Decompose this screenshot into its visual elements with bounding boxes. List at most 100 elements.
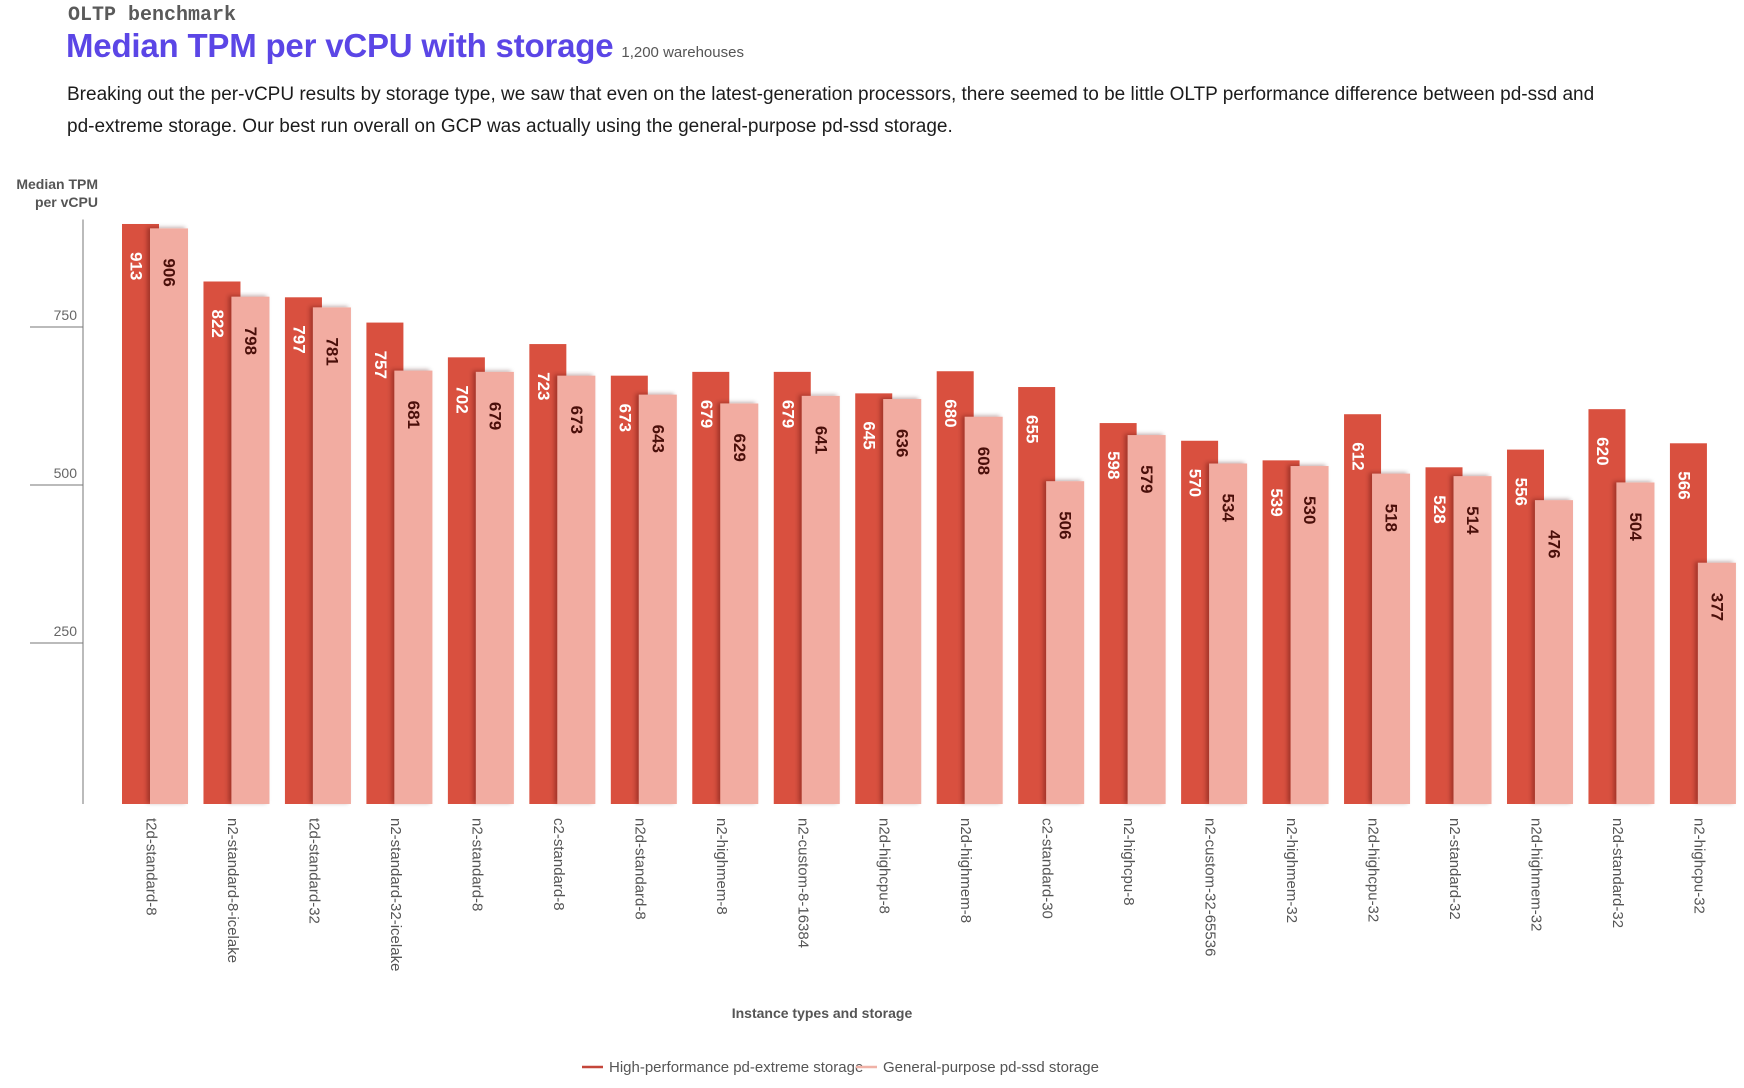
bar-group: 645 636 <box>855 393 922 804</box>
value-label-pd-extreme: 645 <box>860 421 879 449</box>
bar-pd-ssd <box>1453 476 1492 804</box>
bar-group: 570 534 <box>1181 440 1248 804</box>
category-labels: t2d-standard-8 n2-standard-8-icelake t2d-s… <box>143 818 1708 971</box>
bar-pd-ssd <box>394 370 433 804</box>
bar-pd-ssd <box>150 228 188 804</box>
description: Breaking out the per-vCPU results by sto… <box>67 84 1595 137</box>
value-label-pd-extreme: 913 <box>127 252 146 280</box>
value-label-pd-ssd: 679 <box>485 402 504 430</box>
bar-group: 913 906 <box>122 223 188 804</box>
bar-pd-ssd <box>1697 562 1736 804</box>
legend-item: General-purpose pd-ssd storage <box>856 1059 1099 1076</box>
x-tick-label: n2d-standard-32 <box>1609 818 1626 928</box>
value-label-pd-ssd: 906 <box>160 258 179 286</box>
bar-pd-ssd <box>720 403 759 804</box>
bar-pd-ssd <box>1372 473 1411 804</box>
legend-label: High-performance pd-extreme storage <box>609 1059 863 1076</box>
value-label-pd-ssd: 608 <box>974 447 993 475</box>
value-label-pd-ssd: 377 <box>1707 593 1726 621</box>
value-label-pd-ssd: 629 <box>730 433 749 461</box>
value-label-pd-ssd: 506 <box>1056 511 1075 539</box>
x-tick-label: n2-custom-32-65536 <box>1202 818 1219 956</box>
bar-group: 679 629 <box>692 371 759 804</box>
page-title: Median TPM per vCPU with storage <box>66 27 614 64</box>
x-tick-label: n2-standard-32-icelake <box>387 818 404 971</box>
y-axis: 250 500 750 <box>30 219 84 804</box>
legend-item: High-performance pd-extreme storage <box>582 1059 863 1076</box>
bar-group: 679 641 <box>773 371 840 804</box>
value-label-pd-extreme: 612 <box>1349 442 1368 470</box>
bar-group: 723 673 <box>529 344 596 804</box>
value-label-pd-extreme: 679 <box>778 400 797 428</box>
bar-pd-ssd <box>231 296 270 804</box>
bar-pd-ssd <box>964 416 1003 804</box>
bar-group: 598 579 <box>1099 423 1166 804</box>
value-label-pd-ssd: 504 <box>1626 512 1645 541</box>
value-label-pd-extreme: 797 <box>289 325 308 353</box>
value-label-pd-extreme: 673 <box>615 404 634 432</box>
x-tick-label: n2-custom-8-16384 <box>794 818 811 948</box>
x-tick-label: n2-standard-8-icelake <box>224 818 241 963</box>
value-label-pd-extreme: 679 <box>697 400 716 428</box>
x-tick-label: n2d-standard-8 <box>631 818 648 920</box>
bar-pd-ssd <box>1046 481 1085 804</box>
value-label-pd-ssd: 476 <box>1544 530 1563 558</box>
x-tick-label: n2-standard-32 <box>1446 818 1463 920</box>
x-tick-label: n2-highmem-32 <box>1283 818 1300 923</box>
value-label-pd-extreme: 566 <box>1674 471 1693 499</box>
bar-pd-ssd <box>883 399 922 804</box>
value-label-pd-extreme: 539 <box>1267 488 1286 516</box>
bar-pd-ssd <box>801 395 840 804</box>
x-tick-label: n2-highcpu-32 <box>1690 818 1707 914</box>
x-tick-label: c2-standard-8 <box>550 818 567 911</box>
bar-pd-ssd <box>1616 482 1655 804</box>
bar-pd-ssd <box>557 375 596 804</box>
bar-pd-ssd <box>1209 463 1248 804</box>
bar-group: 797 781 <box>284 297 351 804</box>
value-label-pd-ssd: 579 <box>1137 465 1156 493</box>
value-label-pd-extreme: 598 <box>1104 451 1123 479</box>
bar-pd-ssd <box>638 394 677 804</box>
bar-group: 655 506 <box>1018 387 1085 804</box>
value-label-pd-ssd: 781 <box>322 337 341 365</box>
y-tick-label: 250 <box>54 623 78 639</box>
bar-group: 822 798 <box>203 281 270 805</box>
value-label-pd-extreme: 723 <box>534 372 553 400</box>
bar-group: 673 643 <box>610 375 677 804</box>
value-label-pd-extreme: 702 <box>452 385 471 413</box>
value-label-pd-ssd: 518 <box>1382 504 1401 532</box>
value-label-pd-ssd: 514 <box>1463 506 1482 535</box>
bar-pd-ssd <box>1534 500 1573 804</box>
x-tick-label: n2-highcpu-8 <box>1120 818 1137 906</box>
bar-group: 702 679 <box>447 357 514 804</box>
x-tick-label: n2d-highmem-8 <box>957 818 974 923</box>
value-label-pd-ssd: 636 <box>893 429 912 457</box>
x-tick-label: n2d-highmem-32 <box>1527 818 1544 931</box>
value-label-pd-ssd: 673 <box>567 406 586 434</box>
bar-group: 556 476 <box>1506 449 1573 804</box>
value-label-pd-ssd: 641 <box>811 426 830 454</box>
bar-group: 757 681 <box>366 322 433 804</box>
value-label-pd-ssd: 530 <box>1300 496 1319 524</box>
x-tick-label: n2-standard-8 <box>468 818 485 911</box>
eyebrow-label: OLTP benchmark <box>68 4 237 27</box>
value-label-pd-extreme: 655 <box>1023 415 1042 443</box>
value-label-pd-extreme: 556 <box>1511 478 1530 506</box>
value-label-pd-extreme: 757 <box>371 351 390 379</box>
value-label-pd-extreme: 570 <box>1186 469 1205 497</box>
bar-group: 680 608 <box>936 371 1003 804</box>
bar-pd-ssd <box>1290 466 1329 804</box>
bar-group: 612 518 <box>1344 414 1411 804</box>
x-axis-title: Instance types and storage <box>732 1005 913 1021</box>
legend-label: General-purpose pd-ssd storage <box>883 1059 1099 1076</box>
y-tick-label: 500 <box>54 465 78 481</box>
x-tick-label: n2d-highcpu-32 <box>1365 818 1382 922</box>
value-label-pd-extreme: 822 <box>208 309 227 337</box>
value-label-pd-extreme: 680 <box>941 399 960 427</box>
x-tick-label: t2d-standard-32 <box>305 818 322 924</box>
x-tick-label: n2-highmem-8 <box>713 818 730 915</box>
bar-pd-ssd <box>1127 435 1166 804</box>
value-label-pd-extreme: 528 <box>1430 495 1449 523</box>
chart-subtitle: 1,200 warehouses <box>621 44 744 61</box>
